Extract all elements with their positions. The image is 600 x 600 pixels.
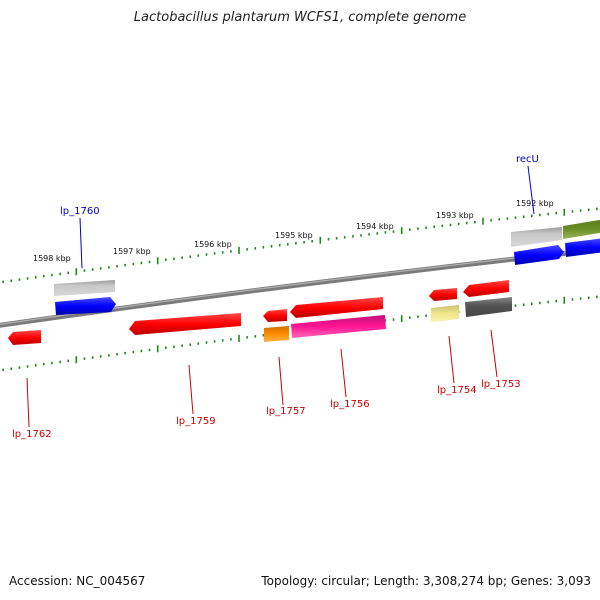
feature-lp-1756[interactable] [290, 297, 383, 318]
leader-lp-1760 [79, 217, 83, 269]
feature-lp-1753[interactable] [463, 280, 509, 297]
gene-labels: lp_1760 recU lp_1762 lp_1759 lp_1757 lp_… [12, 154, 539, 440]
scale-label-1597: 1597 kbp [113, 247, 151, 256]
scale-labels: 1598 kbp 1597 kbp 1596 kbp 1595 kbp 1594… [33, 199, 554, 263]
gene-label-lp-1756[interactable]: lp_1756 [330, 399, 370, 410]
gene-label-lp-1759[interactable]: lp_1759 [176, 416, 216, 427]
plus-strand-features [54, 219, 600, 315]
scale-label-1594: 1594 kbp [356, 222, 394, 231]
gene-label-lp-1757[interactable]: lp_1757 [266, 406, 306, 417]
gene-label-lp-1762[interactable]: lp_1762 [12, 429, 52, 440]
gene-label-recu[interactable]: recU [516, 154, 539, 165]
feature-lp-1756-pink[interactable] [291, 315, 386, 338]
feature-lp-1762[interactable] [8, 330, 41, 345]
feature-lp-1760-gray[interactable] [54, 280, 115, 296]
leader-recu [527, 165, 535, 215]
leader-lp-1757 [278, 356, 284, 406]
leader-lp-1753 [490, 329, 498, 378]
gene-label-lp-1760[interactable]: lp_1760 [60, 206, 100, 217]
feature-lp-1760-blue[interactable] [55, 297, 116, 315]
leader-lp-1759 [188, 364, 194, 415]
genome-summary-text: Topology: circular; Length: 3,308,274 bp… [261, 574, 591, 588]
scale-label-1593: 1593 kbp [436, 211, 474, 220]
scale-label-1596: 1596 kbp [194, 240, 232, 249]
feature-blue-edge[interactable] [565, 238, 600, 257]
label-leaders [26, 165, 535, 428]
feature-recu-blue[interactable] [514, 245, 564, 265]
gene-label-lp-1754[interactable]: lp_1754 [437, 385, 477, 396]
scale-label-1592: 1592 kbp [516, 199, 554, 208]
scale-label-1598: 1598 kbp [33, 254, 71, 263]
feature-lp-1753-gray[interactable] [465, 297, 512, 317]
minus-strand-features [8, 280, 512, 345]
feature-olive-edge[interactable] [563, 219, 600, 239]
feature-recu-gray[interactable] [511, 227, 562, 247]
leader-lp-1754 [448, 335, 455, 384]
outer-scale-ruler [2, 207, 598, 284]
leader-lp-1762 [26, 377, 30, 428]
gene-label-lp-1753[interactable]: lp_1753 [481, 379, 521, 390]
feature-lp-1757-orange[interactable] [264, 326, 289, 342]
leader-lp-1756 [340, 348, 347, 398]
feature-lp-1754-khaki[interactable] [431, 305, 459, 322]
accession-text: Accession: NC_004567 [9, 574, 146, 588]
map-title: Lactobacillus plantarum WCFS1, complete … [133, 10, 467, 25]
feature-lp-1754[interactable] [429, 288, 457, 301]
scale-label-1595: 1595 kbp [275, 231, 313, 240]
feature-lp-1757[interactable] [263, 309, 287, 322]
feature-lp-1759[interactable] [129, 313, 241, 335]
